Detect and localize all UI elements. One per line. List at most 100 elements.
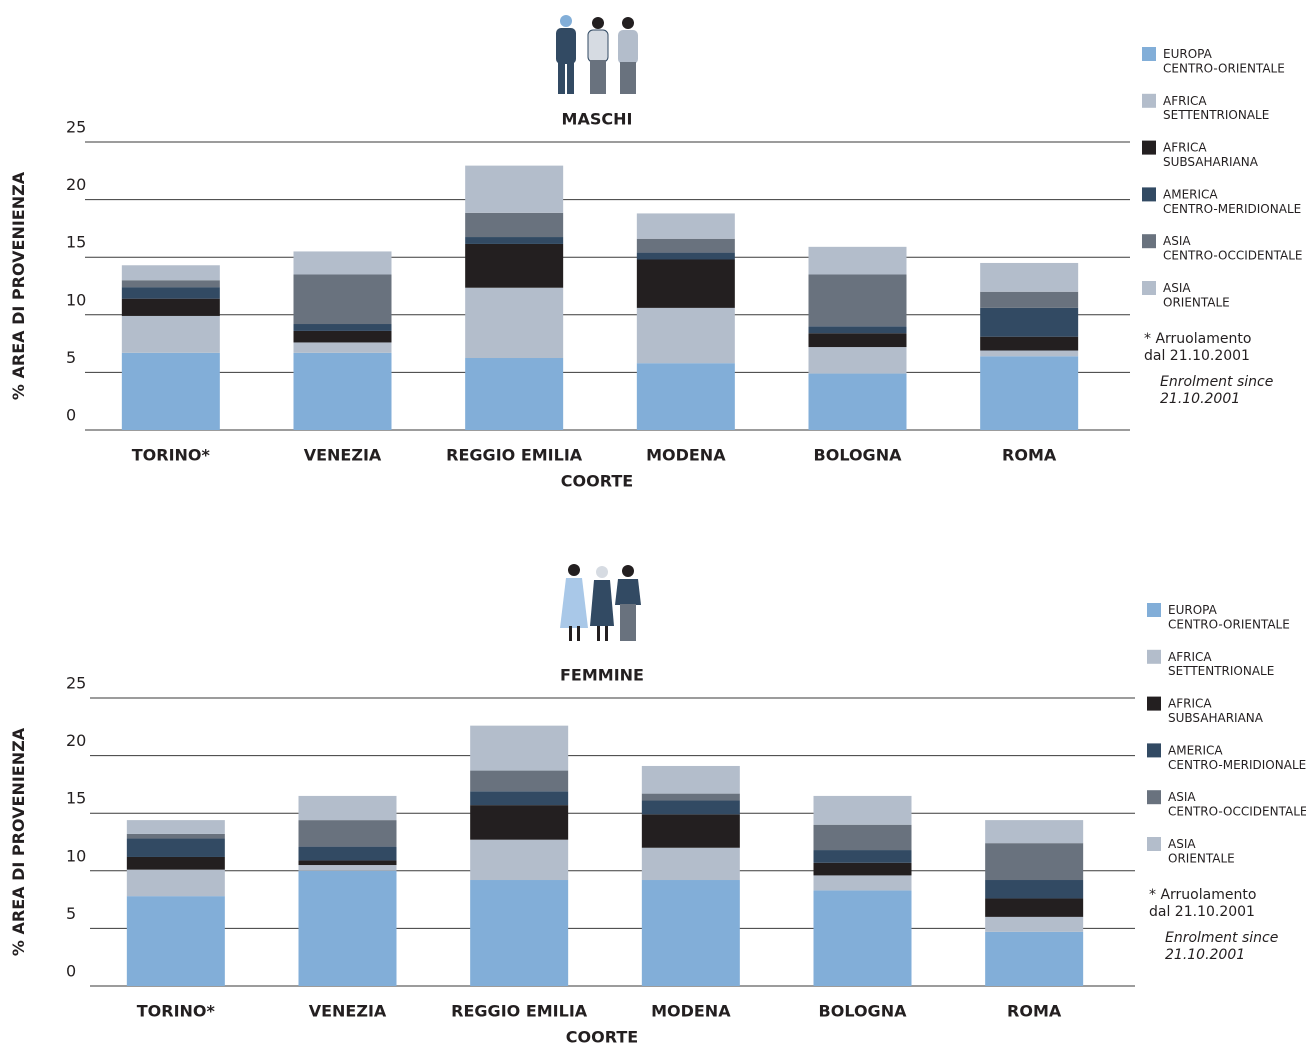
male-icon	[556, 15, 638, 94]
bar-segment	[293, 330, 392, 343]
bar-segment	[470, 839, 569, 881]
bar-segment	[298, 820, 397, 847]
legend-swatch	[1147, 790, 1161, 805]
bar-segment	[298, 846, 397, 861]
legend-label: ASIA CENTRO-OCCIDENTALE	[1163, 234, 1302, 262]
y-axis-label: % AREA DI PROVENIENZA	[9, 171, 28, 400]
bar-segment	[985, 898, 1084, 917]
bar-segment	[980, 291, 1079, 308]
bar-segment	[293, 324, 392, 331]
legend-label: AMERICA CENTRO-MERIDIONALE	[1168, 743, 1306, 771]
y-tick-label: 0	[66, 962, 76, 981]
y-tick-label: 25	[66, 118, 86, 137]
bar-segment	[985, 931, 1084, 986]
x-tick-label: REGGIO EMILIA	[451, 1002, 588, 1021]
bar-segment	[121, 315, 220, 353]
legend-swatch	[1142, 234, 1156, 249]
bar-segment	[813, 875, 912, 891]
bar-segment	[465, 358, 564, 430]
bar-segment	[808, 347, 907, 374]
bar-segment	[470, 770, 569, 792]
bar-segment	[121, 352, 220, 430]
bar-segment	[980, 350, 1079, 357]
x-tick-label: ROMA	[1007, 1002, 1062, 1021]
bar-segment	[985, 820, 1084, 844]
note-en: Enrolment since 21.10.2001	[1165, 930, 1278, 963]
bar-segment	[813, 824, 912, 851]
bar-segment	[465, 165, 564, 213]
bar-segment	[980, 356, 1079, 430]
bar-segment	[470, 725, 569, 771]
y-tick-label: 10	[66, 290, 86, 309]
chart-title: MASCHI	[562, 110, 633, 129]
legend-swatch	[1142, 93, 1156, 108]
legend-swatch	[1147, 696, 1161, 711]
x-axis-label: COORTE	[561, 472, 633, 491]
legend-label: EUROPA CENTRO-ORIENTALE	[1163, 47, 1285, 75]
legend-label: AFRICA SUBSAHARIANA	[1163, 141, 1259, 169]
y-tick-label: 5	[66, 348, 76, 367]
bar-segment	[808, 333, 907, 348]
legend-swatch	[1142, 281, 1156, 295]
legend-swatch	[1142, 187, 1156, 202]
bar-segment	[985, 880, 1084, 899]
x-tick-label: ROMA	[1002, 446, 1057, 465]
y-axis-label: % AREA DI PROVENIENZA	[9, 727, 28, 956]
bar-segment	[813, 862, 912, 876]
y-tick-label: 20	[66, 731, 86, 750]
legend-swatch	[1147, 649, 1161, 664]
legend-label: AFRICA SETTENTRIONALE	[1168, 650, 1274, 678]
legend-swatch	[1147, 603, 1161, 617]
bar-segment	[636, 259, 735, 308]
y-tick-label: 5	[66, 904, 76, 923]
bar-segment	[298, 795, 397, 821]
bar-segment	[641, 847, 740, 881]
bar-segment	[293, 342, 392, 353]
bar-segment	[641, 793, 740, 801]
bar-segment	[641, 814, 740, 848]
bar-segment	[465, 212, 564, 238]
legend-label: EUROPA CENTRO-ORIENTALE	[1168, 603, 1290, 631]
bar-segment	[980, 262, 1079, 292]
bar-segment	[985, 916, 1084, 932]
bar-segment	[636, 238, 735, 253]
bar-segment	[636, 307, 735, 364]
y-tick-label: 15	[66, 233, 86, 252]
bar-segment	[641, 880, 740, 986]
bar-segment	[636, 213, 735, 239]
bar-segment	[813, 795, 912, 825]
y-tick-label: 0	[66, 406, 76, 425]
legend-swatch	[1147, 837, 1161, 851]
legend-swatch	[1147, 743, 1161, 758]
legend-label: AMERICA CENTRO-MERIDIONALE	[1163, 187, 1301, 215]
x-axis-label: COORTE	[566, 1028, 638, 1046]
x-tick-label: TORINO*	[132, 446, 211, 465]
bar-segment	[980, 307, 1079, 337]
bar-segment	[470, 791, 569, 806]
x-tick-label: VENEZIA	[304, 446, 382, 465]
x-tick-label: MODENA	[651, 1002, 731, 1021]
legend-label: ASIA CENTRO-OCCIDENTALE	[1168, 790, 1306, 818]
y-tick-label: 25	[66, 674, 86, 693]
legend-label: AFRICA SETTENTRIONALE	[1163, 94, 1269, 122]
legend-label: ASIA ORIENTALE	[1168, 837, 1235, 865]
bar-segment	[808, 246, 907, 275]
x-tick-label: BOLOGNA	[814, 446, 903, 465]
bar-segment	[126, 838, 225, 857]
bar-segment	[465, 237, 564, 244]
bar-segment	[985, 843, 1084, 881]
bar-segment	[298, 870, 397, 986]
legend-swatch	[1142, 140, 1156, 155]
bar-segment	[121, 298, 220, 316]
female-icon	[560, 564, 641, 641]
bar-segment	[126, 833, 225, 839]
x-tick-label: REGGIO EMILIA	[446, 446, 583, 465]
note: * Arruolamento dal 21.10.2001	[1149, 887, 1256, 920]
x-tick-label: VENEZIA	[309, 1002, 387, 1021]
bar-segment	[293, 251, 392, 275]
bar-segment	[293, 274, 392, 325]
chart-title: FEMMINE	[560, 666, 644, 685]
bar-segment	[465, 243, 564, 288]
bar-segment	[808, 274, 907, 327]
legend-swatch	[1142, 47, 1156, 61]
